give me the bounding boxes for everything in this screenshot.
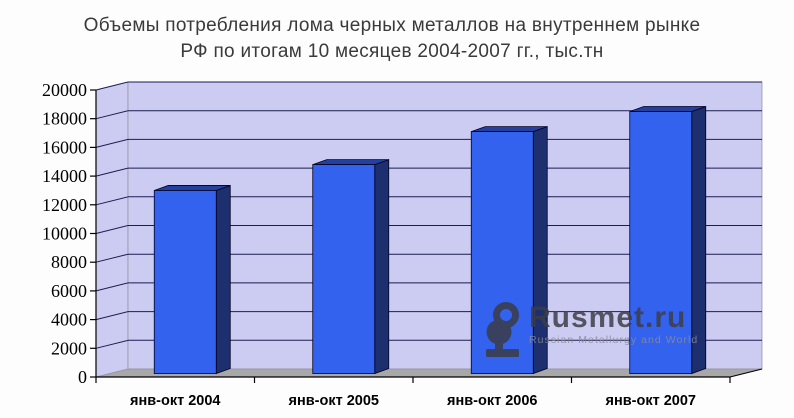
y-axis-label-10000: 10000 [42,224,87,244]
chart-title: Объемы потребления лома черных металлов … [0,13,784,65]
bar-2005-side [374,159,390,375]
gridline-side-20000 [95,81,129,91]
x-axis-label-2006: янв-окт 2006 [447,393,537,409]
gridline-side-14000 [95,167,129,177]
chart-title-line2: РФ по итогам 10 месяцев 2004-2007 гг., т… [180,41,604,62]
y-axis-label-6000: 6000 [51,281,87,301]
gridline-side-18000 [95,110,129,120]
x-axis-depth-edge [729,368,763,378]
bar-2007 [629,111,693,374]
gridline-side-8000 [95,253,129,263]
y-axis-label-18000: 18000 [42,109,87,129]
y-axis-label-8000: 8000 [51,252,87,272]
y-axis-label-14000: 14000 [42,166,87,186]
y-axis-label-0: 0 [78,367,87,387]
bar-2006-top [471,126,548,133]
y-axis-label-4000: 4000 [51,310,87,330]
gridline-side-4000 [95,311,129,321]
y-axis-label-12000: 12000 [42,195,87,215]
bar-2004-top [154,185,231,191]
gridline-side-12000 [95,196,129,206]
bar-2005 [312,164,376,374]
chart-title-line1: Объемы потребления лома черных металлов … [83,15,701,36]
rusmet-watermark: Rusmet.ru Russian Metallurgy and World [482,300,698,358]
bar-2007-top [629,106,706,112]
x-axis-label-2005: янв-окт 2005 [289,393,379,409]
gridline-side-16000 [95,138,129,148]
gridline-side-2000 [95,339,129,349]
bar-2004-side [215,184,231,375]
x-axis-label-2004: янв-окт 2004 [130,393,220,409]
y-axis-label-16000: 16000 [42,137,87,157]
gridline-side-6000 [95,282,129,292]
rusmet-logo-text: Rusmet.ru Russian Metallurgy and World [529,303,698,358]
rusmet-brand-text: Rusmet.ru [529,301,687,334]
x-axis-label-2007: янв-окт 2007 [606,393,696,409]
rusmet-logo-icon [486,302,519,357]
bar-2005-top [312,159,389,166]
bar-2004 [153,190,217,374]
y-axis-label-20000: 20000 [42,80,87,100]
rusmet-tagline-text: Russian Metallurgy and World [529,334,699,346]
y-axis-label-2000: 2000 [51,338,87,358]
gridline-side-10000 [95,225,129,234]
